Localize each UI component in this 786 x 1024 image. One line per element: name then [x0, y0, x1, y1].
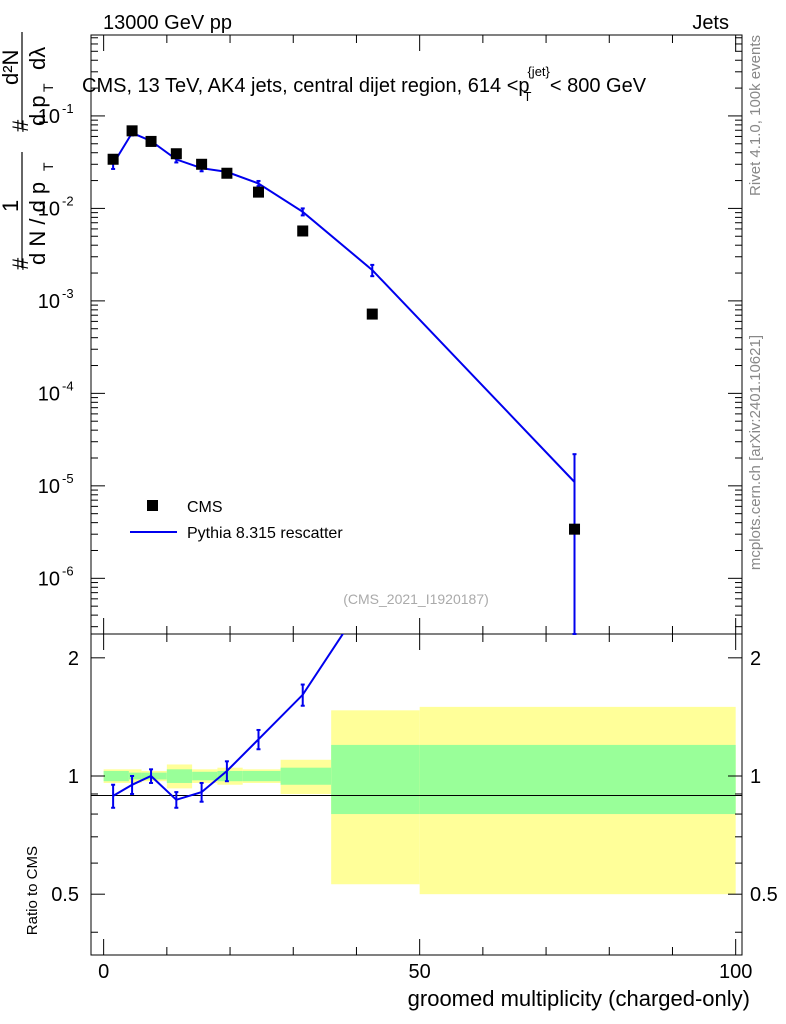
chart-title-sup: {jet}	[527, 64, 550, 79]
cms-data-point	[107, 153, 119, 165]
ratio-uncertainty-bands	[103, 706, 736, 895]
x-tick-label: 50	[409, 961, 431, 983]
cms-data-point	[366, 308, 378, 320]
legend: CMS Pythia 8.315 rescatter	[130, 499, 343, 542]
chart-title-sub: T	[524, 89, 532, 104]
x-tick-label: 100	[719, 961, 752, 983]
main-y-tick-exponent: -2	[62, 193, 74, 208]
main-y-tick-label: 10	[38, 568, 60, 590]
y-title-hash-2: #	[8, 119, 33, 132]
ratio-stat-unc-band	[141, 772, 167, 780]
ratio-mc-line	[112, 634, 345, 801]
ratio-y-tick-label-right: 0.5	[750, 884, 778, 906]
ratio-stat-unc-band	[242, 770, 281, 782]
cms-data-point	[569, 523, 581, 535]
legend-label-cms: CMS	[187, 499, 223, 516]
chart-title-pre: CMS, 13 TeV, AK4 jets, central dijet reg…	[82, 75, 518, 97]
ratio-y-tick-label-left: 1	[68, 766, 79, 788]
main-y-axis-title: # 1 d N / d p T # d²N d p T dλ	[0, 32, 56, 270]
cms-data-point	[221, 167, 233, 179]
cms-data-point	[145, 135, 157, 147]
ratio-stat-unc-band	[192, 771, 218, 781]
analysis-id: (CMS_2021_I1920187)	[343, 591, 489, 607]
main-axis-ticks: 10-610-510-410-310-210-1	[38, 37, 742, 628]
ratio-y-axis-title: Ratio to CMS	[24, 846, 41, 935]
main-y-tick-exponent: -5	[62, 471, 74, 486]
main-data-series	[107, 125, 581, 535]
main-plot-frame	[90, 34, 743, 635]
ratio-stat-unc-band	[419, 744, 736, 815]
x-axis-title: groomed multiplicity (charged-only)	[408, 986, 750, 1011]
ratio-plot-frame	[90, 633, 743, 956]
main-y-tick-label: 10	[38, 198, 60, 220]
ratio-y-tick-label-left: 2	[68, 648, 79, 670]
x-axis-ticks: 0 50 100	[98, 35, 752, 983]
main-y-tick-label: 10	[38, 383, 60, 405]
y-title-dN-dpT: d N / d p	[25, 182, 50, 265]
ratio-stat-unc-band	[280, 767, 332, 785]
cms-data-point	[126, 125, 138, 137]
y-title-dlambda: dλ	[25, 47, 50, 70]
y-title-T-sub-1: T	[40, 162, 56, 171]
main-mc-series	[111, 129, 577, 635]
main-y-tick-exponent: -4	[62, 378, 74, 393]
chart-title-p: p	[518, 75, 529, 97]
main-y-tick-label: 10	[38, 476, 60, 498]
y-title-hash-1: #	[8, 257, 33, 270]
cms-data-point	[297, 225, 309, 237]
ratio-stat-unc-band	[217, 770, 243, 782]
ratio-stat-unc-band	[103, 770, 129, 782]
y-title-T-sub-2: T	[40, 83, 56, 92]
main-y-tick-label: 10	[38, 291, 60, 313]
ratio-stat-unc-band	[166, 769, 193, 783]
y-title-d2N: d²N	[0, 50, 23, 85]
x-tick-label: 0	[98, 961, 109, 983]
legend-label-pythia: Pythia 8.315 rescatter	[187, 525, 343, 542]
y-title-dpT-2: d p	[25, 95, 50, 126]
ratio-axis-ticks: 0.5 0.5 1 1 2 2	[51, 648, 778, 933]
main-y-tick-exponent: -1	[62, 101, 74, 116]
rivet-version-label: Rivet 4.1.0, 100k events	[747, 35, 764, 196]
cms-data-point	[252, 186, 264, 198]
ratio-stat-unc-band	[331, 744, 420, 815]
chart-title: CMS, 13 TeV, AK4 jets, central dijet reg…	[82, 64, 647, 104]
main-y-tick-exponent: -6	[62, 563, 74, 578]
header-process-label: Jets	[692, 12, 729, 34]
mcplots-label: mcplots.cern.ch [arXiv:2401.10621]	[747, 335, 764, 570]
ratio-y-tick-label-left: 0.5	[51, 884, 79, 906]
legend-marker-cms	[147, 500, 158, 511]
ratio-y-tick-label-right: 1	[750, 766, 761, 788]
ratio-y-tick-label-right: 2	[750, 648, 761, 670]
header-energy-label: 13000 GeV pp	[103, 12, 232, 34]
ratio-mc-series	[111, 634, 345, 809]
chart-title-post: < 800 GeV	[550, 75, 647, 97]
mc-line	[112, 131, 576, 483]
cms-data-point	[170, 148, 182, 160]
cms-data-point	[196, 158, 208, 170]
main-y-tick-exponent: -3	[62, 286, 74, 301]
y-title-one: 1	[0, 200, 23, 212]
main-y-tick-label: 10	[38, 106, 60, 128]
ratio-stat-unc-band	[128, 772, 142, 780]
